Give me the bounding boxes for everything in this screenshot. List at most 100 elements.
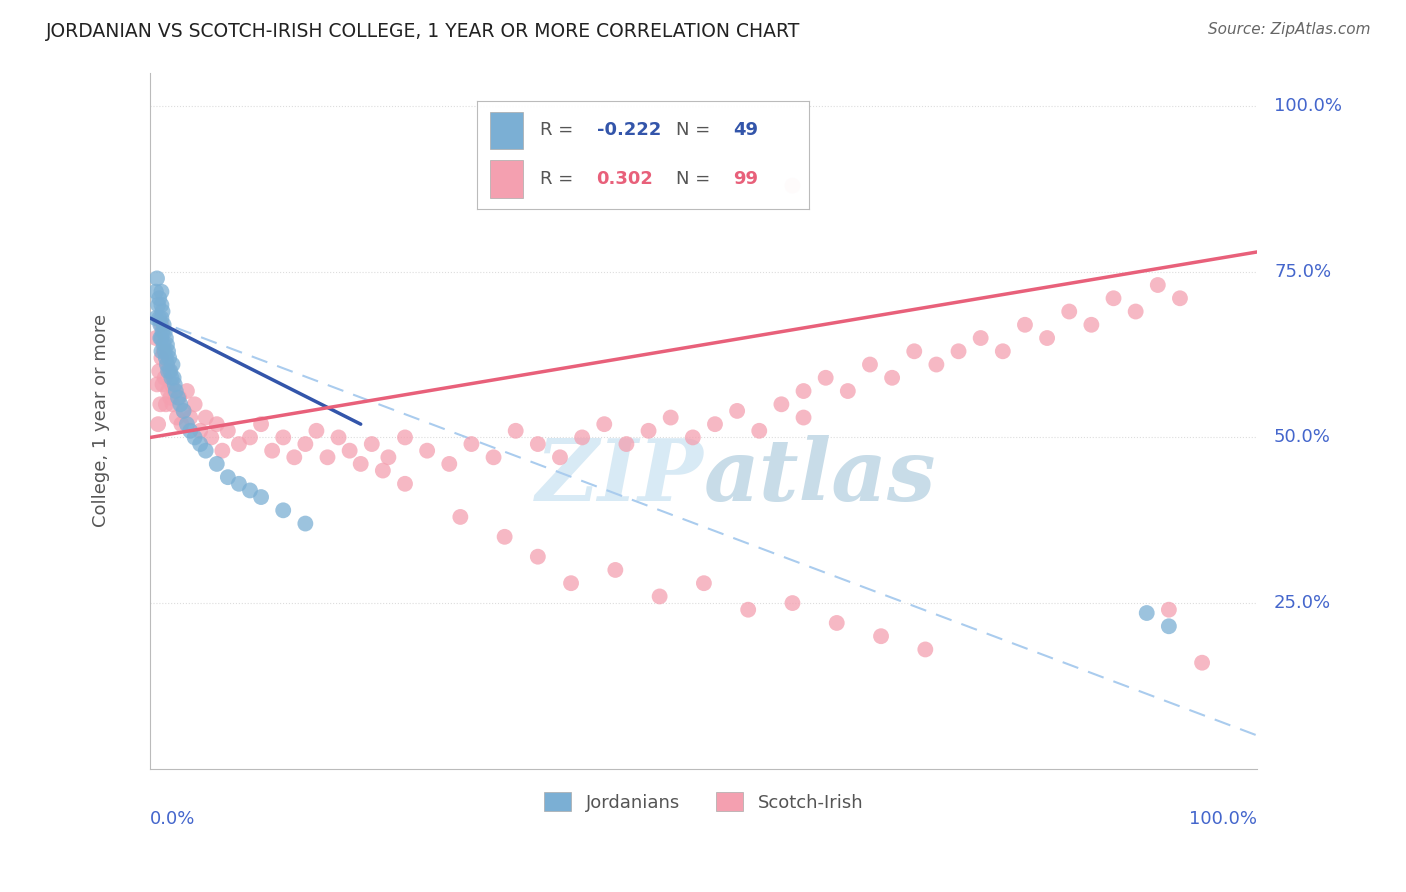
Point — [339, 443, 361, 458]
Point — [150, 344, 173, 359]
Point — [870, 629, 893, 643]
Point — [948, 344, 970, 359]
Point — [228, 437, 250, 451]
Text: 100.0%: 100.0% — [1274, 97, 1343, 115]
Point — [152, 325, 174, 339]
Point — [637, 424, 659, 438]
Point — [250, 490, 273, 504]
Point — [271, 430, 294, 444]
Point — [925, 358, 948, 372]
Point — [616, 437, 638, 451]
Point — [157, 384, 180, 398]
Point — [1157, 603, 1180, 617]
Point — [200, 430, 222, 444]
Point — [294, 516, 316, 531]
Point — [146, 271, 169, 285]
Point — [659, 410, 682, 425]
Point — [394, 476, 416, 491]
Point — [194, 410, 217, 425]
Point — [825, 615, 848, 630]
Point — [704, 417, 727, 432]
Point — [153, 371, 176, 385]
Point — [179, 424, 201, 438]
Point — [205, 457, 228, 471]
Text: 0.0%: 0.0% — [150, 811, 195, 829]
Legend: Jordanians, Scotch-Irish: Jordanians, Scotch-Irish — [537, 785, 870, 819]
Point — [183, 430, 205, 444]
Point — [1080, 318, 1102, 332]
Point — [150, 298, 173, 312]
Point — [262, 443, 284, 458]
Point — [505, 424, 527, 438]
Point — [328, 430, 350, 444]
Point — [294, 437, 316, 451]
Point — [449, 510, 471, 524]
Point — [173, 404, 195, 418]
Point — [283, 450, 305, 465]
Point — [149, 331, 172, 345]
Point — [157, 364, 180, 378]
Point — [162, 397, 184, 411]
Point — [152, 318, 174, 332]
Point — [1157, 619, 1180, 633]
Text: JORDANIAN VS SCOTCH-IRISH COLLEGE, 1 YEAR OR MORE CORRELATION CHART: JORDANIAN VS SCOTCH-IRISH COLLEGE, 1 YEA… — [46, 22, 801, 41]
Point — [149, 397, 172, 411]
Point — [170, 417, 193, 432]
Point — [782, 596, 804, 610]
Point — [173, 404, 195, 418]
Point — [150, 311, 173, 326]
Point — [179, 410, 201, 425]
Point — [439, 457, 461, 471]
Point — [165, 384, 187, 398]
Point — [305, 424, 328, 438]
Point — [250, 417, 273, 432]
Point — [156, 358, 179, 372]
Point — [157, 351, 180, 365]
Text: 50.0%: 50.0% — [1274, 428, 1331, 446]
Point — [145, 311, 167, 326]
Point — [991, 344, 1014, 359]
Point — [145, 331, 167, 345]
Point — [239, 483, 262, 498]
Point — [793, 410, 815, 425]
Point — [1136, 606, 1159, 620]
Point — [737, 603, 759, 617]
Point — [748, 424, 770, 438]
Point — [160, 371, 183, 385]
Point — [148, 364, 170, 378]
Point — [183, 397, 205, 411]
Point — [146, 298, 169, 312]
Point — [228, 476, 250, 491]
Point — [360, 437, 382, 451]
Point — [153, 344, 176, 359]
Point — [1191, 656, 1213, 670]
Point — [682, 430, 704, 444]
Point — [882, 371, 904, 385]
Point — [1014, 318, 1036, 332]
Point — [152, 304, 174, 318]
Text: Source: ZipAtlas.com: Source: ZipAtlas.com — [1208, 22, 1371, 37]
Point — [1036, 331, 1059, 345]
Point — [211, 443, 233, 458]
Point — [159, 364, 181, 378]
Point — [167, 391, 190, 405]
Point — [593, 417, 616, 432]
Point — [648, 590, 671, 604]
Point — [527, 549, 550, 564]
Point — [188, 437, 211, 451]
Point — [167, 391, 190, 405]
Point — [152, 344, 174, 359]
Point — [770, 397, 793, 411]
Point — [793, 384, 815, 398]
Point — [145, 285, 167, 299]
Point — [162, 371, 184, 385]
Point — [1125, 304, 1147, 318]
Point — [156, 358, 179, 372]
Point — [814, 371, 837, 385]
Point — [560, 576, 582, 591]
Point — [176, 417, 198, 432]
Point — [548, 450, 571, 465]
Point — [914, 642, 936, 657]
Text: 25.0%: 25.0% — [1274, 594, 1331, 612]
Text: ZIP: ZIP — [536, 434, 704, 518]
